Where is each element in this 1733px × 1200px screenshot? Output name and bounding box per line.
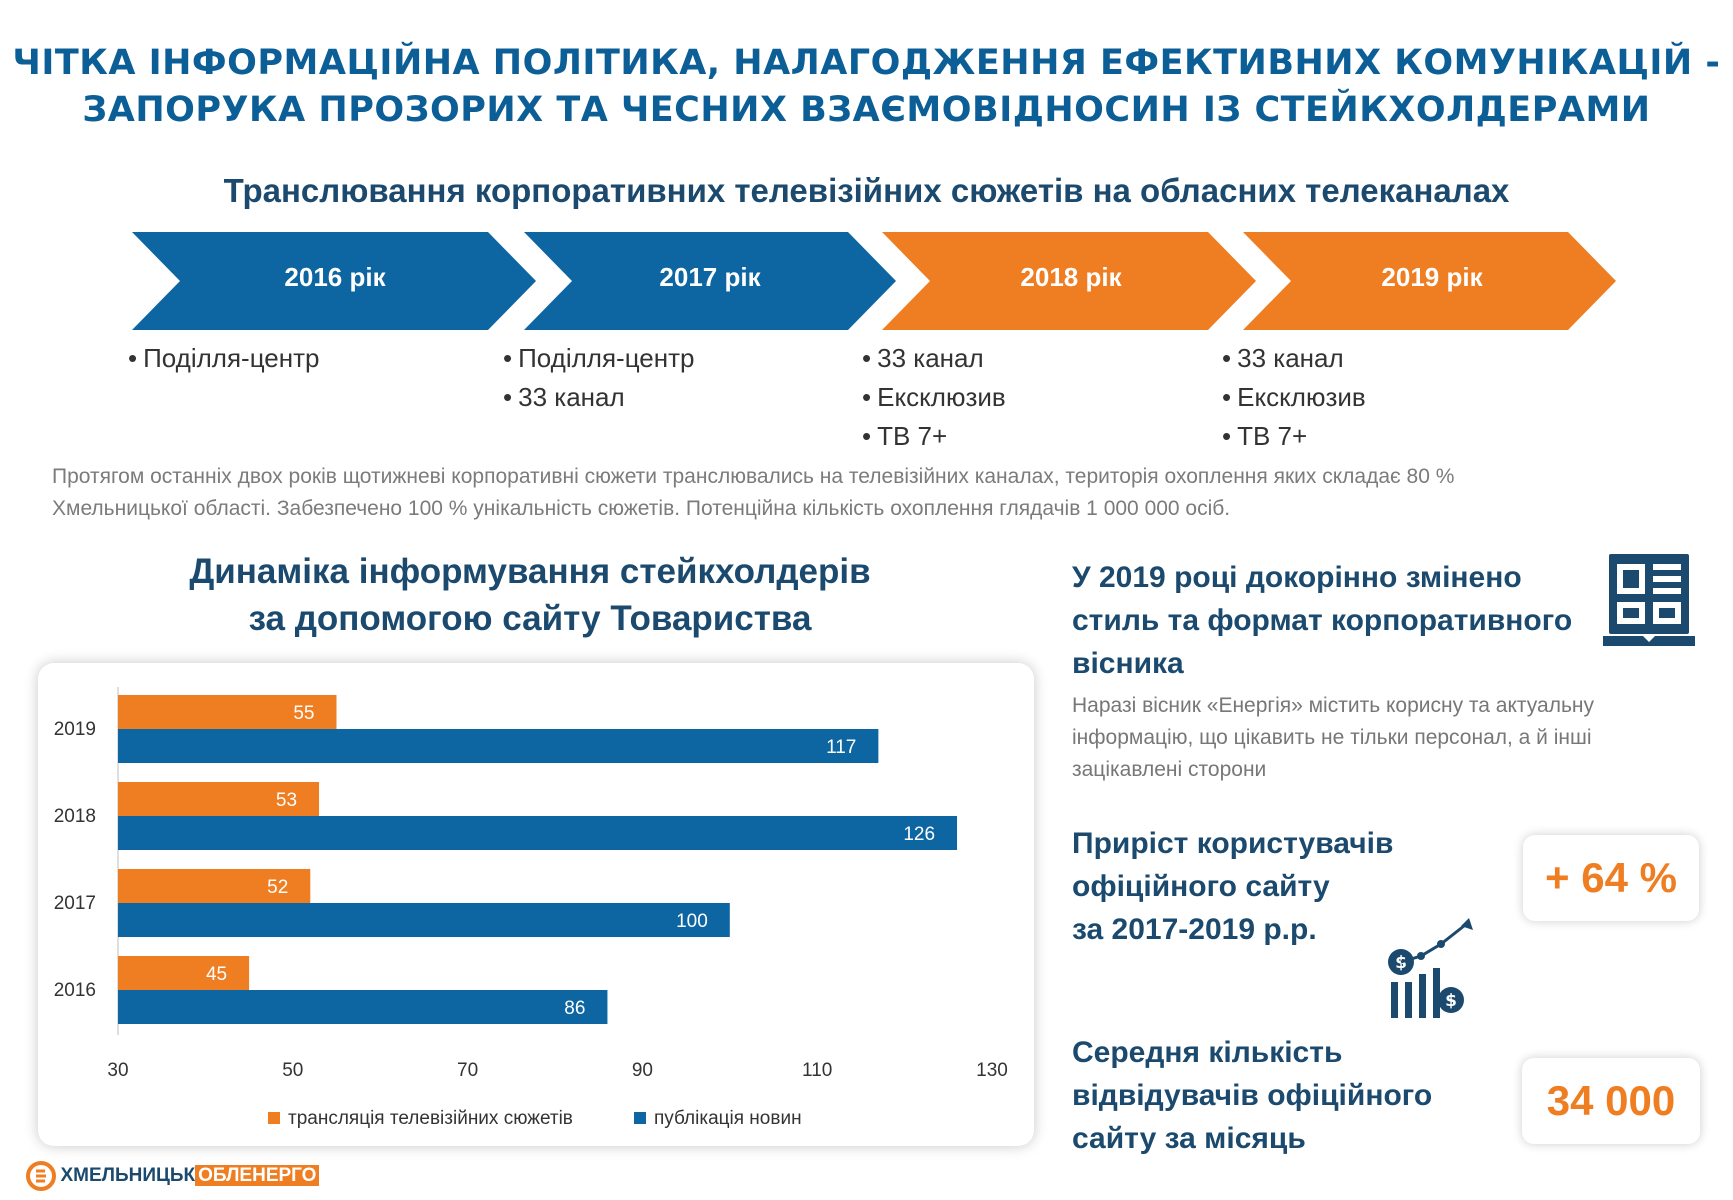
channel-item: Ексклюзив	[862, 378, 1006, 417]
legend-label: трансляція телевізійних сюжетів	[288, 1108, 573, 1129]
channels-2016: Поділля-центр	[128, 339, 319, 378]
broadcast-note-line-1: Протягом останніх двох років щотижневі к…	[52, 465, 1455, 488]
logo-icon	[26, 1161, 56, 1191]
channel-item: Поділля-центр	[128, 339, 319, 378]
bar-value-label: 86	[564, 998, 585, 1019]
channel-item: Поділля-центр	[503, 339, 694, 378]
broadcast-title: Транслювання корпоративних телевізійних …	[223, 172, 1510, 209]
x-tick-label: 70	[457, 1060, 478, 1081]
bar-tv	[118, 956, 250, 990]
growth-title: Приріст користувачів офіційного сайту за…	[1072, 822, 1393, 951]
broadcast-note: Протягом останніх двох років щотижневі к…	[52, 461, 1702, 525]
main-title-line-2: ЗАПОРУКА ПРОЗОРИХ ТА ЧЕСНИХ ВЗАЄМОВІДНОС…	[82, 90, 1651, 130]
bar-value-label: 55	[293, 703, 314, 724]
bar-news	[118, 816, 958, 850]
bar-tv	[118, 695, 337, 729]
growth-title-line-3: за 2017-2019 р.р.	[1072, 913, 1317, 946]
visitors-value: 34 000	[1522, 1058, 1700, 1144]
bar-news	[118, 990, 608, 1024]
svg-text:$: $	[1395, 953, 1407, 973]
broadcast-note-line-2: Хмельницької області. Забезпечено 100 % …	[52, 497, 1231, 520]
newspaper-icon	[1603, 554, 1695, 646]
x-tick-label: 50	[282, 1060, 303, 1081]
growth-value: + 64 %	[1523, 835, 1699, 921]
visitors-title: Середня кількість відвідувачів офіційног…	[1072, 1031, 1432, 1160]
growth-chart-icon: $ $	[1388, 918, 1473, 1018]
channels-2019: 33 канал Ексклюзив ТВ 7+	[1222, 339, 1366, 456]
channel-item: ТВ 7+	[862, 417, 1006, 456]
bar-value-label: 45	[206, 964, 227, 985]
logo-text-part1: ХМЕЛЬНИЦЬК	[60, 1165, 196, 1186]
bulletin-title-line-1: У 2019 році докорінно змінено	[1072, 561, 1522, 594]
bar-value-label: 100	[676, 911, 708, 932]
bar-tv	[118, 869, 311, 903]
legend-swatch	[268, 1112, 280, 1124]
bar-value-label: 53	[276, 790, 297, 811]
category-label: 2016	[54, 980, 96, 1001]
chart-title: Динаміка інформування стейкхолдерів за д…	[60, 548, 1000, 642]
bar-news	[118, 903, 730, 937]
bar-value-label: 117	[826, 737, 856, 758]
chart-title-line-2: за допомогою сайту Товариства	[248, 599, 812, 638]
bulletin-text: Наразі вісник «Енергія» містить корисну …	[1072, 690, 1594, 786]
main-title: ЧІТКА ІНФОРМАЦІЙНА ПОЛІТИКА, НАЛАГОДЖЕНН…	[0, 40, 1733, 134]
logo-text-part2: ОБЛЕНЕРГО	[195, 1165, 320, 1186]
visitors-title-line-3: сайту за місяць	[1072, 1122, 1306, 1155]
category-label: 2019	[54, 719, 96, 740]
svg-text:$: $	[1445, 991, 1457, 1011]
bar-news	[118, 729, 879, 763]
x-tick-label: 110	[802, 1060, 832, 1081]
bar-value-label: 52	[267, 877, 288, 898]
growth-title-line-2: офіційного сайту	[1072, 870, 1330, 903]
company-logo: ХМЕЛЬНИЦЬК ОБЛЕНЕРГО	[26, 1160, 320, 1192]
bar-chart: 2019 55 117 2018 53 126 2017 52 100 2016 45 86 30 50 7…	[54, 687, 1008, 1129]
category-label: 2017	[54, 893, 96, 914]
chevron-2017	[524, 232, 896, 330]
category-label: 2018	[54, 806, 96, 827]
bulletin-text-line-2: інформацію, що цікавить не тільки персон…	[1072, 726, 1592, 749]
channel-item: ТВ 7+	[1222, 417, 1366, 456]
chevron-2016	[132, 232, 536, 330]
legend-swatch	[634, 1112, 646, 1124]
x-tick-label: 90	[632, 1060, 653, 1081]
bulletin-title-line-2: стиль та формат корпоративного	[1072, 604, 1573, 637]
channel-item: 33 канал	[862, 339, 1006, 378]
year-label-2018: 2018 рік	[1020, 262, 1122, 292]
year-label-2016: 2016 рік	[284, 262, 386, 292]
bar-tv	[118, 782, 320, 816]
chevron-2018	[882, 232, 1256, 330]
channel-item: Ексклюзив	[1222, 378, 1366, 417]
bulletin-title: У 2019 році докорінно змінено стиль та ф…	[1072, 556, 1572, 685]
chart-title-line-1: Динаміка інформування стейкхолдерів	[189, 552, 871, 591]
year-chevrons	[132, 232, 1616, 330]
bulletin-text-line-1: Наразі вісник «Енергія» містить корисну …	[1072, 694, 1594, 717]
x-tick-label: 130	[976, 1060, 1008, 1081]
visitors-title-line-1: Середня кількість	[1072, 1036, 1343, 1069]
channels-2018: 33 канал Ексклюзив ТВ 7+	[862, 339, 1006, 456]
growth-title-line-1: Приріст користувачів	[1072, 827, 1394, 860]
bulletin-text-line-3: зацікавлені сторони	[1072, 758, 1267, 781]
chevron-2019	[1243, 232, 1616, 330]
bar-value-label: 126	[903, 824, 935, 845]
legend-label: публікація новин	[654, 1108, 802, 1129]
bulletin-title-line-3: вісника	[1072, 647, 1184, 680]
year-label-2017: 2017 рік	[659, 262, 761, 292]
channel-item: 33 канал	[1222, 339, 1366, 378]
year-label-2019: 2019 рік	[1381, 262, 1483, 292]
channels-2017: Поділля-центр 33 канал	[503, 339, 695, 417]
x-tick-label: 30	[107, 1060, 128, 1081]
main-title-line-1: ЧІТКА ІНФОРМАЦІЙНА ПОЛІТИКА, НАЛАГОДЖЕНН…	[12, 43, 1721, 83]
channel-item: 33 канал	[503, 378, 695, 417]
visitors-title-line-2: відвідувачів офіційного	[1072, 1079, 1433, 1112]
